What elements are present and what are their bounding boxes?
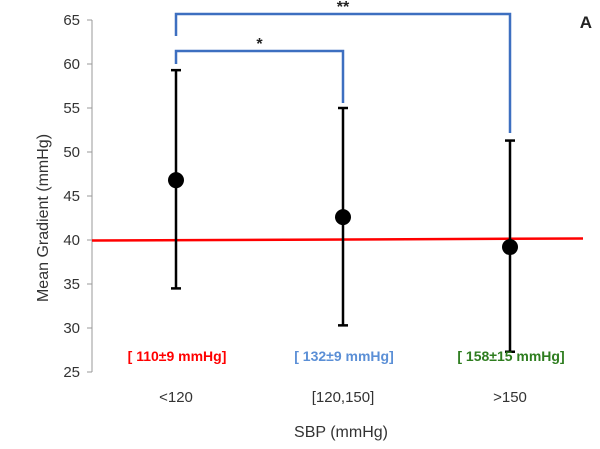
group-annotations: [ 110±9 mmHg] [ 132±9 mmHg] [ 158±15 mmHg] bbox=[128, 348, 565, 364]
significance-label: ** bbox=[337, 0, 350, 16]
y-tick-label: 40 bbox=[63, 232, 80, 249]
y-tick-label: 60 bbox=[63, 56, 80, 73]
y-tick-label: 25 bbox=[63, 364, 80, 381]
y-tick-label: 45 bbox=[63, 188, 80, 205]
reference-line bbox=[91, 237, 584, 242]
x-tick-label: >150 bbox=[493, 389, 527, 406]
panel-label: A bbox=[580, 13, 592, 32]
data-point bbox=[502, 239, 518, 256]
data-point bbox=[335, 209, 351, 226]
significance-bracket bbox=[174, 12, 512, 133]
y-tick-label: 35 bbox=[63, 276, 80, 293]
y-axis-title: Mean Gradient (mmHg) bbox=[35, 134, 52, 302]
y-tick-label: 50 bbox=[63, 144, 80, 161]
axes: 25 30 35 40 45 50 55 60 65 <120 [120,150] >150 bbox=[63, 12, 527, 406]
significance-brackets: *** bbox=[174, 0, 512, 133]
group-annotation: [ 158±15 mmHg] bbox=[457, 348, 564, 364]
x-tick-label: <120 bbox=[159, 389, 193, 406]
group-annotation: [ 110±9 mmHg] bbox=[128, 348, 227, 364]
data-point bbox=[168, 172, 184, 189]
y-tick-label: 65 bbox=[63, 12, 80, 29]
y-tick-label: 30 bbox=[63, 320, 80, 337]
x-tick-label: [120,150] bbox=[312, 389, 375, 406]
data-marks bbox=[168, 68, 518, 354]
y-tick-label: 55 bbox=[63, 100, 80, 117]
group-annotation: [ 132±9 mmHg] bbox=[294, 348, 394, 364]
reference-line-group bbox=[91, 237, 584, 242]
significance-bracket bbox=[174, 49, 345, 103]
significance-label: * bbox=[256, 36, 263, 53]
x-axis-title: SBP (mmHg) bbox=[294, 424, 388, 441]
